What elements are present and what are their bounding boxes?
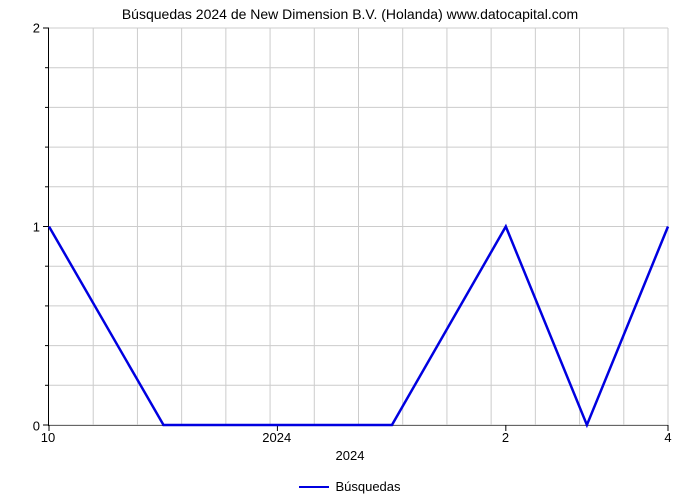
x-axis-label: 2024 <box>0 448 700 463</box>
legend: Búsquedas <box>0 479 700 494</box>
plot-area <box>48 28 668 426</box>
x-tick-label: 2 <box>502 430 509 445</box>
grid-group <box>49 28 668 425</box>
tick-group <box>43 28 668 431</box>
legend-swatch <box>299 486 329 488</box>
legend-label: Búsquedas <box>335 479 400 494</box>
chart-svg <box>49 28 668 425</box>
chart-title: Búsquedas 2024 de New Dimension B.V. (Ho… <box>0 6 700 22</box>
x-tick-label: 4 <box>664 430 671 445</box>
x-tick-label: 10 <box>41 430 55 445</box>
y-tick-label: 2 <box>33 21 40 36</box>
x-tick-label: 2024 <box>262 430 291 445</box>
y-tick-label: 1 <box>33 220 40 235</box>
y-tick-label: 0 <box>33 419 40 434</box>
